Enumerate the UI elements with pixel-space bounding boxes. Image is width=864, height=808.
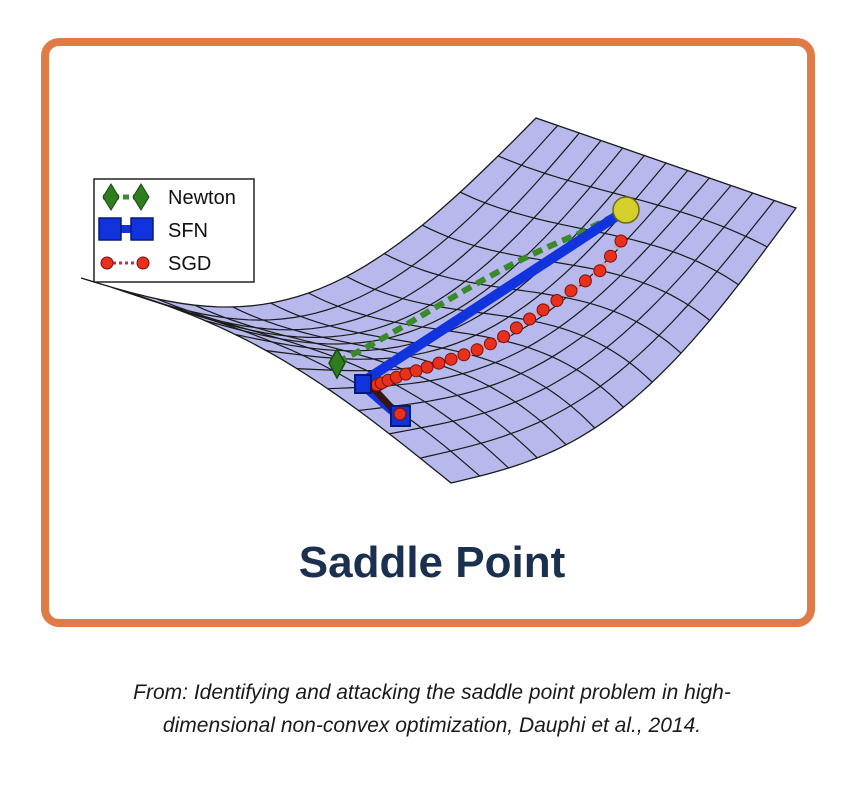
saddle-surface-figure: Newton SFN SGD xyxy=(80,117,798,484)
diamond-marker-icon xyxy=(132,183,150,211)
sgd-step-dot xyxy=(420,360,434,374)
sgd-step-dot xyxy=(432,356,446,370)
sfn-start-square xyxy=(354,374,372,394)
sgd-step-dot xyxy=(564,284,578,298)
sgd-step-dot xyxy=(497,330,511,344)
sgd-end-dot xyxy=(393,407,407,421)
newton-end-diamond xyxy=(328,347,346,380)
surface-gridline-u xyxy=(497,155,768,248)
square-marker-icon xyxy=(130,217,154,241)
sgd-step-dot xyxy=(614,234,628,248)
sgd-step-dot xyxy=(523,312,537,326)
sgd-step-dot xyxy=(509,321,523,335)
sgd-step-dot xyxy=(470,343,484,357)
sgd-step-dot xyxy=(444,352,458,366)
sgd-step-dot xyxy=(457,348,471,362)
sgd-step-dot xyxy=(593,264,607,278)
figure-title: Saddle Point xyxy=(298,538,566,587)
figure-caption: From: Identifying and attacking the sadd… xyxy=(0,676,864,742)
legend: Newton SFN SGD xyxy=(93,178,255,283)
sgd-step-dot xyxy=(578,274,592,288)
legend-entry-newton: Newton xyxy=(102,183,236,211)
legend-entry-sfn: SFN xyxy=(98,217,208,242)
legend-entry-sgd: SGD xyxy=(100,253,211,275)
sgd-step-dot xyxy=(483,337,497,351)
legend-label-sgd: SGD xyxy=(168,253,211,275)
caption-line-2: dimensional non-convex optimization, Dau… xyxy=(162,714,702,737)
caption-line-1: From: Identifying and attacking the sadd… xyxy=(133,681,731,704)
sgd-trajectory xyxy=(370,234,628,392)
sgd-step-dot xyxy=(604,249,617,263)
newton-trajectory xyxy=(335,207,628,365)
sgd-step-dot xyxy=(409,364,423,378)
legend-label-newton: Newton xyxy=(168,187,236,209)
start-point xyxy=(612,196,640,224)
legend-label-sfn: SFN xyxy=(168,220,208,242)
surface-gridline-v xyxy=(389,192,754,435)
circle-marker-icon xyxy=(100,256,114,270)
sgd-step-dot xyxy=(536,303,550,317)
sgd-step-dot xyxy=(550,294,564,307)
circle-marker-icon xyxy=(136,256,150,270)
diamond-marker-icon xyxy=(102,183,120,211)
surface-gridline-v xyxy=(420,200,775,459)
square-marker-icon xyxy=(98,217,122,241)
